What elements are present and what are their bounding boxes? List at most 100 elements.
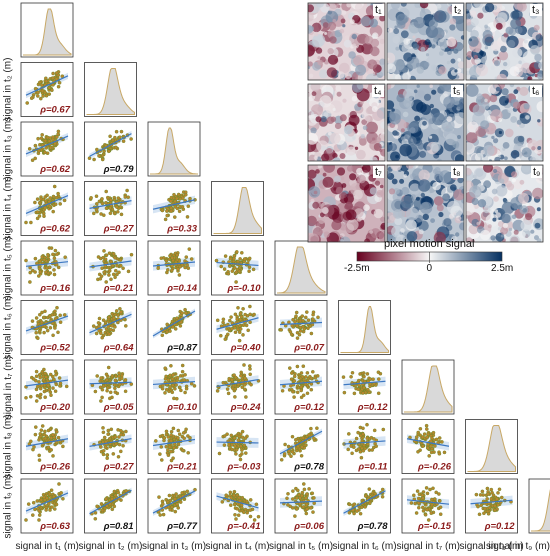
correlation-label: ρ=0.63 — [39, 521, 71, 532]
motion-blob — [401, 43, 411, 54]
motion-blob — [311, 91, 317, 97]
motion-blob — [325, 10, 339, 24]
motion-blob — [379, 184, 384, 189]
data-point — [37, 266, 42, 271]
data-point — [312, 496, 316, 500]
correlation-label: ρ=0.81 — [103, 521, 134, 532]
data-point — [347, 502, 352, 507]
data-point — [50, 88, 54, 92]
data-point — [292, 379, 297, 383]
data-point — [168, 199, 173, 203]
motion-blob — [360, 16, 371, 27]
regression-line — [152, 380, 196, 386]
data-point — [56, 191, 60, 196]
motion-blob — [308, 73, 314, 79]
motion-blob — [510, 116, 518, 123]
data-point — [47, 265, 52, 270]
data-point — [113, 390, 118, 394]
data-point — [286, 491, 290, 496]
data-point — [350, 370, 355, 375]
data-point — [116, 209, 120, 214]
data-point — [367, 487, 372, 491]
data-point — [166, 378, 171, 382]
x-axis-label: signal in t₃ (m) — [142, 541, 207, 552]
regression-line — [25, 75, 69, 96]
motion-blob — [449, 18, 457, 25]
motion-blob — [341, 96, 349, 104]
data-point — [185, 215, 190, 219]
motion-blob — [474, 152, 484, 161]
data-point — [358, 372, 362, 376]
motion-blob — [489, 94, 498, 103]
data-point — [49, 488, 54, 493]
data-point — [238, 444, 243, 449]
data-point — [104, 200, 108, 205]
data-point — [123, 389, 128, 394]
data-point — [104, 189, 108, 194]
data-point — [115, 263, 119, 268]
data-point — [124, 489, 128, 493]
data-point — [96, 321, 101, 325]
correlation-label: ρ=-0.41 — [227, 521, 261, 532]
kde-panel-t8 — [465, 419, 518, 474]
scatter-panel-t1-t9: ρ=0.63 — [20, 478, 74, 534]
data-point — [107, 315, 111, 320]
data-point — [49, 246, 54, 250]
x-axis-label: signal in t₉ (m) — [486, 541, 550, 552]
data-point — [305, 371, 310, 375]
motion-blob — [452, 141, 460, 149]
data-point — [54, 502, 59, 507]
scatter-panel-t1-t3: ρ=0.62 — [20, 121, 74, 177]
data-point — [153, 439, 158, 443]
data-point — [178, 264, 182, 269]
kde-curve — [531, 489, 550, 532]
data-point — [28, 439, 33, 444]
data-point — [159, 256, 164, 261]
data-point — [178, 500, 183, 504]
motion-blob — [322, 22, 329, 28]
data-point — [362, 385, 366, 390]
colorbar-mid-label: 0 — [426, 263, 433, 274]
data-point — [279, 328, 284, 332]
data-point — [352, 502, 357, 507]
data-point — [56, 435, 61, 440]
motion-blob — [530, 45, 540, 55]
data-point — [243, 451, 248, 455]
data-point — [47, 139, 52, 143]
motion-blob — [351, 33, 357, 40]
data-point — [95, 504, 99, 509]
motion-blob — [492, 217, 497, 222]
data-point — [48, 204, 52, 209]
data-point — [95, 374, 99, 378]
data-point — [46, 383, 51, 388]
correlation-label: ρ=0.10 — [166, 402, 198, 413]
motion-blob — [529, 156, 536, 161]
scatter-panel-t3-t6: ρ=0.87 — [147, 300, 201, 355]
colorbar-title: pixel motion signal — [384, 238, 475, 250]
motion-blob — [420, 46, 426, 52]
data-point — [380, 487, 385, 492]
data-point — [117, 371, 121, 376]
motion-blob — [457, 135, 461, 139]
data-point — [183, 307, 187, 312]
data-point — [113, 255, 117, 260]
data-point — [176, 436, 180, 440]
motion-blob — [312, 33, 326, 47]
data-point — [290, 497, 295, 501]
motion-blob — [318, 217, 325, 225]
data-point — [294, 314, 298, 319]
data-point — [57, 81, 62, 85]
data-point — [495, 497, 499, 501]
motion-blob — [509, 235, 520, 242]
motion-blob — [436, 204, 444, 212]
x-axis-label: signal in t₇ (m) — [396, 541, 460, 552]
data-point — [161, 512, 166, 517]
regression-line — [470, 499, 513, 505]
data-point — [42, 498, 47, 502]
motion-blob — [511, 214, 517, 220]
motion-blob — [343, 125, 353, 135]
correlation-label: ρ=0.21 — [166, 462, 197, 473]
data-point — [430, 436, 434, 441]
data-point — [37, 148, 41, 153]
